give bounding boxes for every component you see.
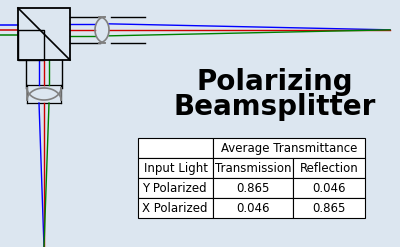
Text: 0.046: 0.046 — [236, 202, 270, 214]
Text: 0.865: 0.865 — [312, 202, 346, 214]
Text: Beamsplitter: Beamsplitter — [174, 93, 376, 121]
Text: Y Polarized: Y Polarized — [142, 182, 207, 194]
Bar — [138, 178, 213, 198]
Bar — [18, 8, 70, 60]
Bar — [213, 158, 293, 178]
Text: Reflection: Reflection — [300, 162, 358, 174]
Bar — [213, 178, 293, 198]
Text: Input Light: Input Light — [144, 162, 208, 174]
Bar — [138, 138, 213, 158]
Bar — [213, 198, 293, 218]
Text: Polarizing: Polarizing — [197, 68, 353, 96]
Bar — [293, 198, 365, 218]
Text: X Polarized: X Polarized — [142, 202, 208, 214]
Text: Transmission: Transmission — [215, 162, 291, 174]
Bar — [138, 158, 213, 178]
Bar — [18, 30, 44, 60]
Bar — [293, 178, 365, 198]
Text: Average Transmittance: Average Transmittance — [221, 142, 357, 155]
Text: 0.865: 0.865 — [236, 182, 270, 194]
Bar — [293, 158, 365, 178]
Text: 0.046: 0.046 — [312, 182, 346, 194]
Bar — [213, 138, 365, 158]
Bar — [138, 198, 213, 218]
